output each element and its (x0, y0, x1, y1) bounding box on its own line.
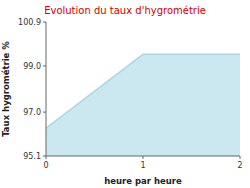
x-tick-label: 0 (43, 161, 48, 170)
x-tick-label: 1 (140, 161, 145, 170)
y-tick (43, 65, 46, 66)
chart-container: 95.1 97.0 99.0 100.9 0 1 2 heure par heure Taux … (0, 0, 250, 188)
y-tick-label: 95.1 (23, 152, 41, 161)
x-tick (46, 156, 47, 159)
y-axis-line (46, 22, 47, 156)
title: Evolution du taux d'hygrométrie (44, 5, 206, 16)
x-tick (143, 156, 144, 159)
y-tick-label: 100.9 (18, 18, 41, 27)
chart: 95.1 97.0 99.0 100.9 0 1 2 heure par heure Taux … (0, 0, 250, 188)
y-tick-label: 97.0 (23, 108, 41, 117)
x-tick-label: 2 (237, 161, 242, 170)
y-tick-label: 99.0 (23, 62, 41, 71)
x-axis-label: heure par heure (104, 176, 182, 186)
line (46, 54, 240, 128)
y-tick (43, 22, 46, 23)
plot-area (46, 54, 240, 156)
x-tick (240, 156, 241, 159)
y-axis-label: Taux hygrométrie % (1, 41, 11, 137)
area (46, 54, 240, 156)
y-tick (43, 112, 46, 113)
